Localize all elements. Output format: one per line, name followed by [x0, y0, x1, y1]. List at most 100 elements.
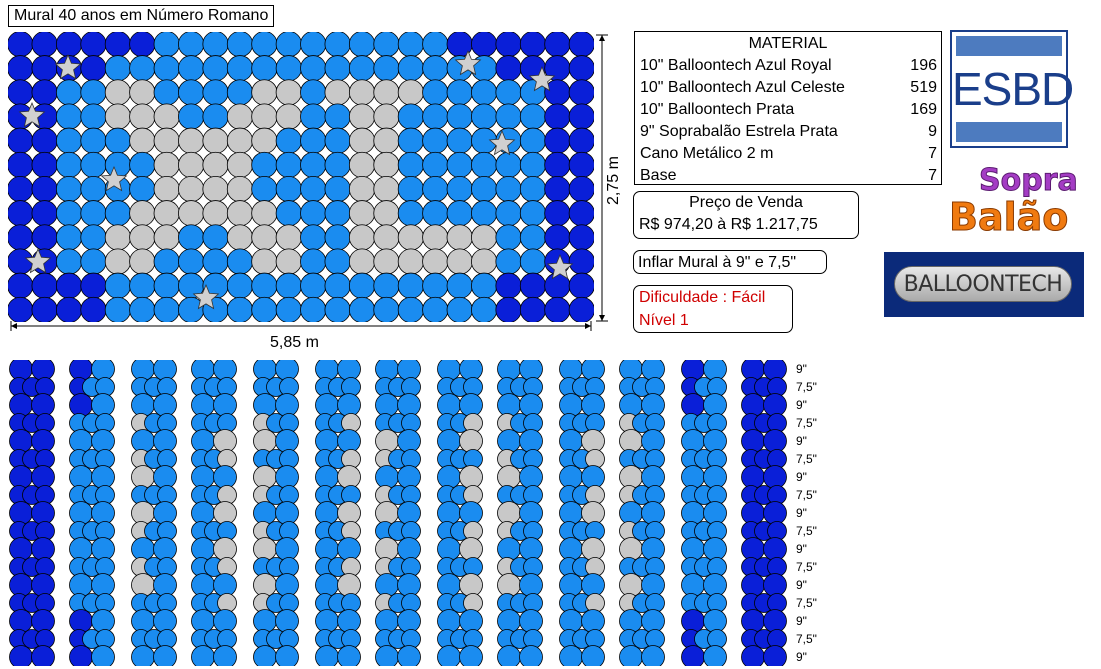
size-label: 7,5" [796, 380, 817, 394]
svg-text:Sopra: Sopra [979, 163, 1078, 198]
balloon [544, 79, 571, 106]
balloon [8, 200, 34, 227]
balloon [741, 537, 765, 561]
balloon [129, 175, 156, 203]
balloon [31, 151, 58, 179]
balloon [459, 465, 483, 489]
balloon [251, 296, 278, 322]
balloon [422, 151, 449, 179]
balloon [31, 501, 55, 525]
balloon [519, 537, 543, 561]
balloon [131, 573, 155, 597]
balloon [213, 429, 237, 453]
balloon [375, 393, 399, 417]
balloon [202, 32, 229, 58]
balloon [251, 151, 278, 179]
balloon [471, 103, 498, 130]
balloon [31, 465, 55, 489]
balloon [91, 645, 115, 666]
size-label: 7,5" [796, 452, 817, 466]
balloon [544, 200, 571, 227]
balloon [191, 393, 215, 417]
balloon [375, 609, 399, 633]
balloon [581, 465, 605, 489]
balloon [9, 537, 33, 561]
balloon [422, 32, 449, 58]
balloon [497, 429, 521, 453]
balloon [519, 465, 543, 489]
balloon [446, 224, 473, 251]
balloon [129, 224, 156, 251]
balloon [275, 645, 299, 666]
balloon [681, 645, 705, 666]
balloon [568, 79, 594, 106]
balloon [437, 537, 461, 561]
balloon [253, 501, 277, 525]
balloon [495, 79, 522, 106]
balloon [31, 609, 55, 633]
size-label: 7,5" [796, 524, 817, 538]
balloon [446, 127, 473, 154]
balloon [69, 393, 93, 417]
balloon [568, 224, 594, 251]
balloon [437, 501, 461, 525]
balloon [459, 501, 483, 525]
balloon [91, 501, 115, 525]
balloon [153, 103, 180, 130]
material-heading: MATERIAL [748, 35, 828, 52]
balloon [422, 127, 449, 154]
balloon [153, 200, 180, 227]
balloon [324, 103, 351, 130]
balloon [337, 645, 361, 666]
price-box: Preço de Venda R$ 974,20 à R$ 1.217,75 [633, 191, 859, 239]
balloon [741, 501, 765, 525]
balloon [568, 296, 594, 322]
balloon [568, 55, 594, 82]
balloon [315, 429, 339, 453]
balloon [129, 32, 156, 58]
balloon [31, 127, 58, 154]
balloon [681, 609, 705, 633]
balloon [91, 537, 115, 561]
material-row: 10" Balloontech Azul Celeste 519 [640, 79, 937, 96]
balloon [55, 272, 83, 299]
balloon [91, 609, 115, 633]
balloon [315, 573, 339, 597]
balloon [178, 200, 205, 227]
balloon [104, 248, 131, 275]
balloon [253, 645, 277, 666]
balloon [641, 465, 665, 489]
balloon [226, 248, 254, 275]
balloon [437, 573, 461, 597]
balloon [91, 573, 115, 597]
balloon [641, 573, 665, 597]
balloon [681, 573, 705, 597]
balloon [437, 393, 461, 417]
balloon [373, 224, 400, 251]
balloon [80, 224, 107, 251]
balloon [153, 248, 180, 275]
balloon [213, 393, 237, 417]
balloon [80, 151, 107, 179]
balloon [300, 248, 327, 275]
balloon [8, 296, 34, 322]
balloon [337, 465, 361, 489]
balloon [31, 224, 58, 251]
balloon [422, 224, 449, 251]
balloon [375, 645, 399, 666]
balloon [104, 224, 131, 251]
balloon [251, 248, 278, 275]
balloon [471, 175, 498, 203]
balloon [31, 645, 55, 666]
material-row: 10" Balloontech Azul Royal 196 [640, 57, 937, 74]
balloon [422, 79, 449, 106]
balloon [681, 501, 705, 525]
balloon [495, 224, 522, 251]
balloon [471, 151, 498, 179]
balloon [253, 609, 277, 633]
balloon [153, 175, 180, 203]
balloon [202, 127, 229, 154]
balloon [129, 151, 156, 179]
balloon [471, 248, 498, 275]
balloon [641, 429, 665, 453]
